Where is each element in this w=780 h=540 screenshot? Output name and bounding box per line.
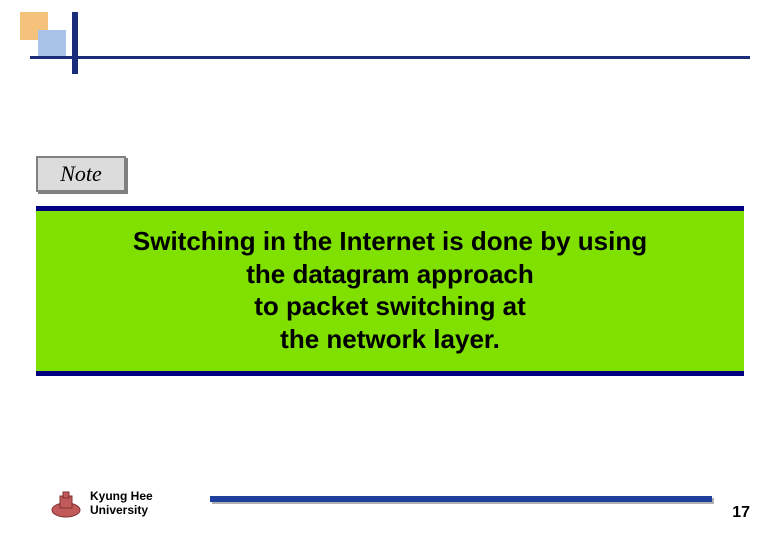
content-line-4: the network layer. [280, 324, 500, 354]
page-number: 17 [732, 504, 750, 522]
note-label-text: Note [60, 161, 102, 187]
content-box: Switching in the Internet is done by usi… [36, 206, 744, 376]
footer: Kyung Hee University 17 [50, 482, 750, 522]
footer-bar [210, 496, 712, 502]
content-text: Switching in the Internet is done by usi… [56, 225, 724, 355]
content-line-1: Switching in the Internet is done by usi… [133, 226, 647, 256]
header-decoration [20, 12, 80, 62]
university-name-line2: University [90, 503, 148, 517]
header-horizontal-rule [30, 56, 750, 59]
note-label: Note [36, 156, 126, 192]
university-logo-icon [50, 490, 82, 518]
content-line-3: to packet switching at [254, 291, 526, 321]
university-name: Kyung Hee University [90, 490, 153, 518]
header-vertical-bar [72, 12, 78, 74]
square-blue [38, 30, 66, 58]
university-name-line1: Kyung Hee [90, 489, 153, 503]
content-line-2: the datagram approach [246, 259, 534, 289]
